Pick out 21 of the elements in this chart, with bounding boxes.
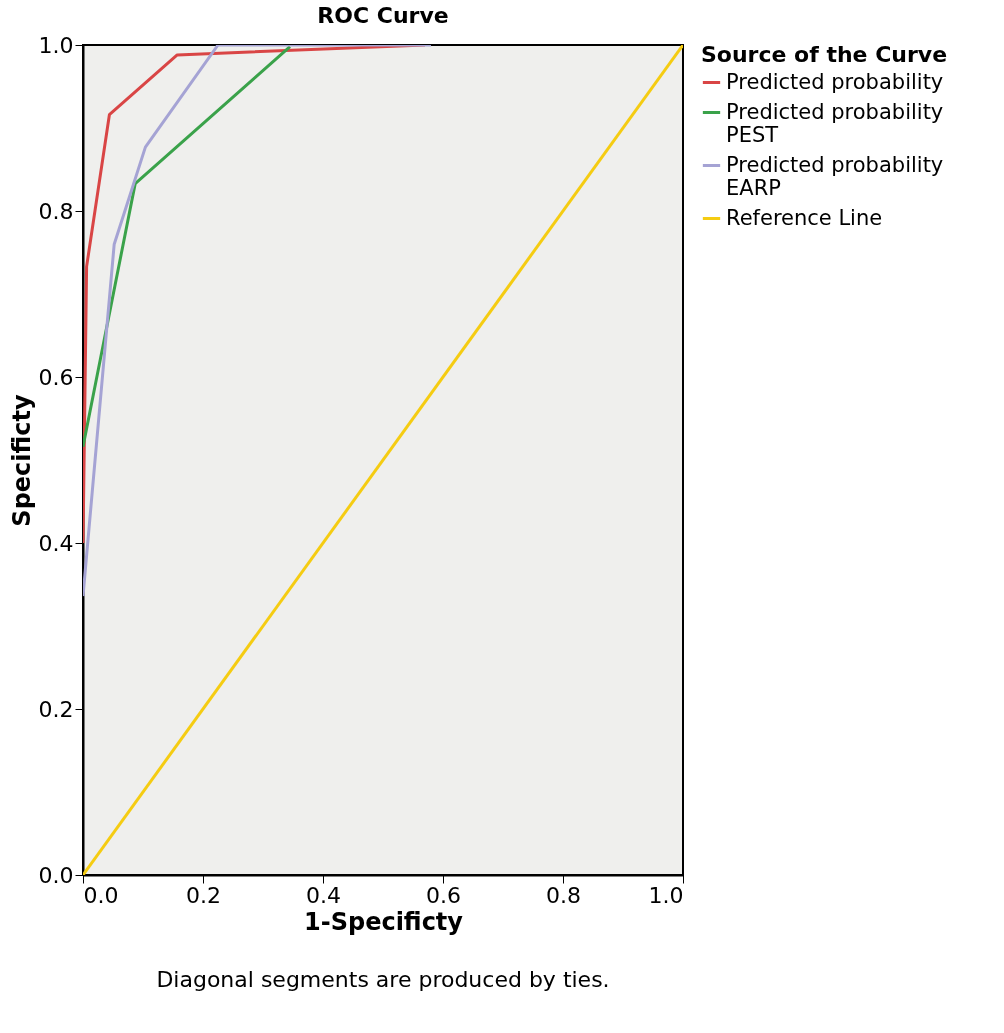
x-tick-label: 0.0 <box>83 882 119 908</box>
legend-title: Source of the Curve <box>701 42 948 67</box>
x-tick-label: 0.2 <box>186 882 221 908</box>
chart-title: ROC Curve <box>317 3 449 28</box>
y-tick-label: 0.2 <box>38 696 74 722</box>
y-tick-label: 0.6 <box>38 364 74 390</box>
legend-label: Reference Line <box>726 205 883 230</box>
legend-label: Predicted probability PEST <box>726 99 944 147</box>
legend-label: Predicted probability <box>726 69 944 94</box>
text: Diagonal segments are produced by ties. <box>156 967 610 992</box>
legend-label: Predicted probability EARP <box>726 152 944 200</box>
y-tick-label: 0.0 <box>38 862 74 888</box>
x-axis-title: 1-Specificty <box>304 907 464 936</box>
x-tick-label: 0.8 <box>546 882 581 908</box>
x-tick-label: 0.4 <box>306 882 341 908</box>
y-tick-label: 0.8 <box>38 198 74 224</box>
x-tick-label: 0.6 <box>426 882 461 908</box>
y-tick-label: 1.0 <box>38 32 74 58</box>
x-tick-label: 1.0 <box>648 882 684 908</box>
y-axis-title: Specificty <box>7 393 36 527</box>
y-tick-label: 0.4 <box>38 530 74 556</box>
